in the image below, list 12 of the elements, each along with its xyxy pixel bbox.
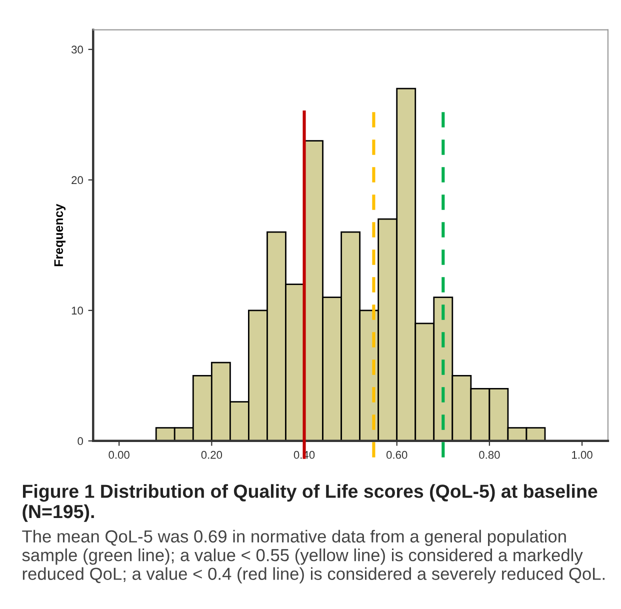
x-tick-label: 0.60 [386,450,408,459]
y-tick-label: 0 [78,437,83,446]
text: The mean QoL-5 was 0.69 in normative data from a general population sample (green line); a value < 0.55 (yellow line) is considered a markedly reduced QoL; a value < 0.4 (red line) is considered a severely reduced QoL. [22,530,604,584]
text: Figure 1 Distribution of Quality of Life scores (QoL-5) at baseline (N=195). [22,484,598,522]
y-tick-label: 20 [72,176,83,184]
y-axis-title: Frequency [54,204,66,266]
x-tick-label: 0.80 [479,450,500,459]
x-tick-label: 1.00 [572,450,592,459]
x-tick-label: 0.20 [201,450,222,459]
y-tick-label: 30 [71,46,83,54]
y-tick-label: 10 [72,306,83,315]
x-tick-label: 0.00 [108,450,130,459]
